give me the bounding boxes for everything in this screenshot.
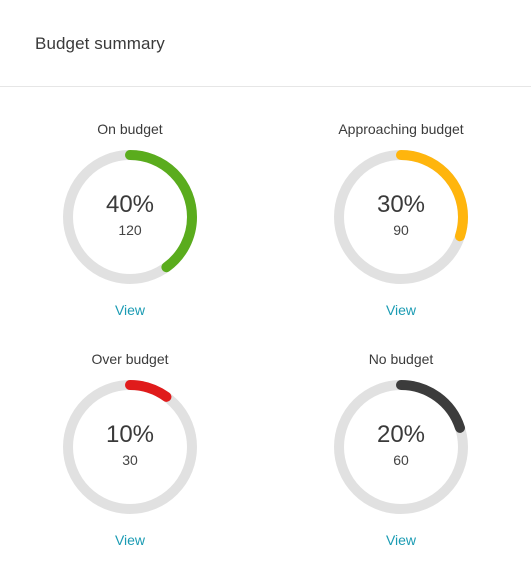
gauge-percent: 20% bbox=[376, 421, 426, 448]
view-link[interactable]: View bbox=[385, 302, 417, 318]
gauge-count: 120 bbox=[118, 222, 142, 238]
donut-chart bbox=[334, 150, 468, 284]
gauge-percent: 10% bbox=[105, 421, 155, 448]
view-link[interactable]: View bbox=[385, 532, 417, 548]
panel-header: Budget summary bbox=[0, 0, 531, 87]
gauge-center: 30% 90 bbox=[331, 191, 471, 239]
donut-progress-arc bbox=[334, 380, 468, 514]
gauge-center: 20% 60 bbox=[331, 421, 471, 469]
budget-card-on-budget: On budget 40% 120 View bbox=[30, 120, 230, 320]
donut-gauge: 30% 90 bbox=[331, 147, 471, 287]
donut-chart bbox=[334, 380, 468, 514]
donut-progress-arc bbox=[334, 150, 468, 284]
card-label: No budget bbox=[368, 351, 434, 367]
card-label: On budget bbox=[97, 121, 163, 137]
budget-card-no-budget: No budget 20% 60 View bbox=[301, 350, 501, 550]
donut-gauge: 20% 60 bbox=[331, 377, 471, 517]
donut-progress-arc bbox=[63, 150, 197, 284]
donut-progress-arc bbox=[63, 380, 197, 514]
donut-chart bbox=[63, 380, 197, 514]
gauge-percent: 30% bbox=[376, 191, 426, 218]
budget-card-approaching-budget: Approaching budget 30% 90 View bbox=[301, 120, 501, 320]
donut-gauge: 10% 30 bbox=[60, 377, 200, 517]
budget-card-over-budget: Over budget 10% 30 View bbox=[30, 350, 230, 550]
panel-title: Budget summary bbox=[35, 34, 165, 53]
card-label: Over budget bbox=[91, 351, 169, 367]
gauge-center: 10% 30 bbox=[60, 421, 200, 469]
card-label: Approaching budget bbox=[338, 121, 464, 137]
gauge-count: 90 bbox=[393, 222, 409, 238]
view-link[interactable]: View bbox=[114, 532, 146, 548]
donut-chart bbox=[63, 150, 197, 284]
gauge-center: 40% 120 bbox=[60, 191, 200, 239]
gauge-percent: 40% bbox=[105, 191, 155, 218]
view-link[interactable]: View bbox=[114, 302, 146, 318]
gauge-count: 30 bbox=[122, 452, 138, 468]
gauge-count: 60 bbox=[393, 452, 409, 468]
donut-gauge: 40% 120 bbox=[60, 147, 200, 287]
